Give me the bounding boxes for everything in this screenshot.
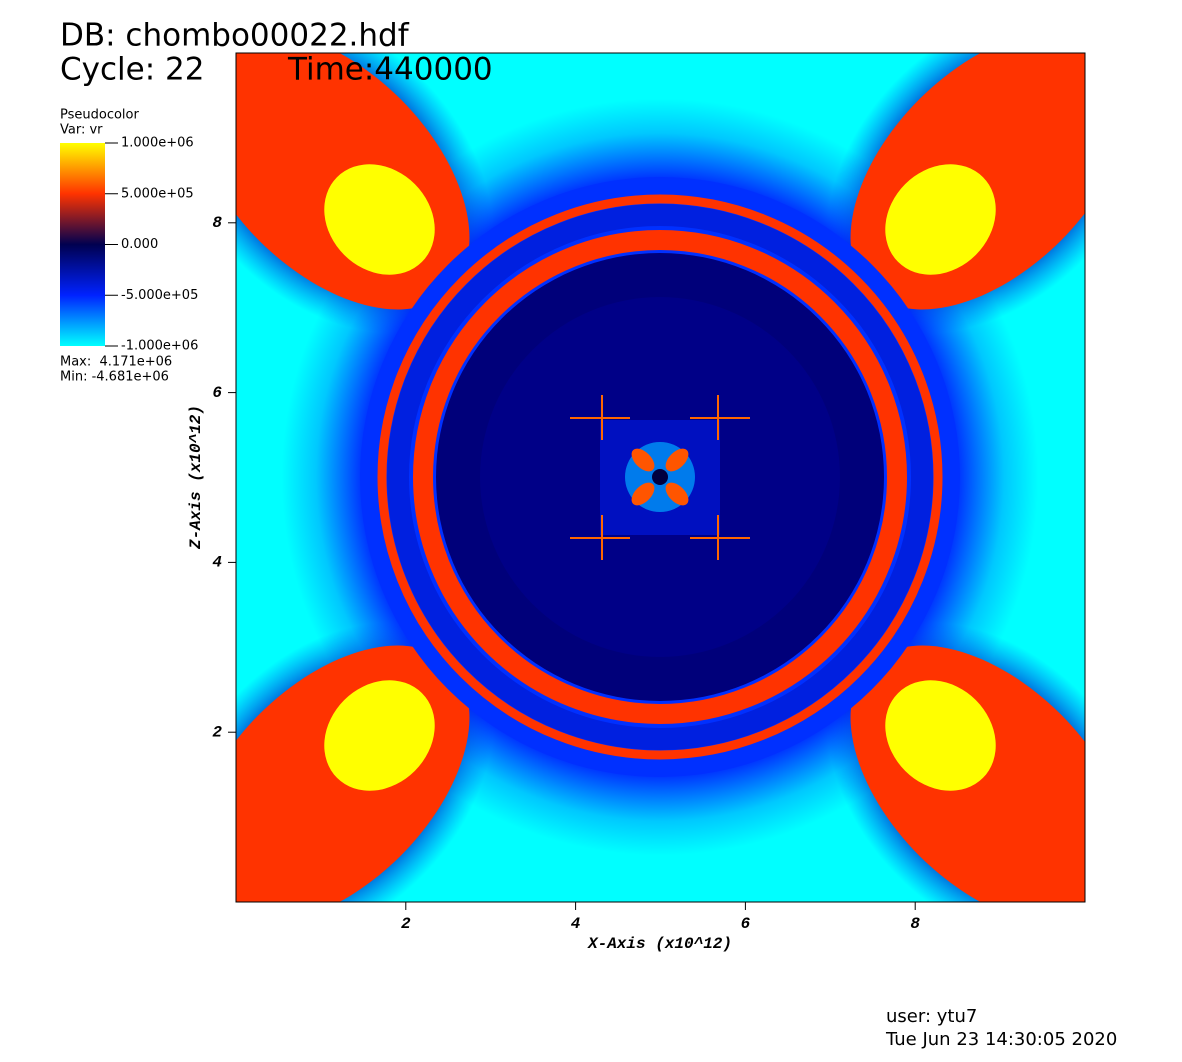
x-tick-label: 8: [910, 915, 920, 933]
legend-variable: Var: vr: [60, 123, 103, 138]
timestamp: Tue Jun 23 14:30:05 2020: [885, 1029, 1117, 1050]
colorbar-tick-label: 5.000e+05: [121, 186, 194, 201]
legend-title: Pseudocolor: [60, 108, 139, 123]
y-tick-label: 8: [212, 214, 222, 232]
colorbar-tick-label: 1.000e+06: [121, 136, 194, 151]
time: Time:440000: [287, 52, 493, 88]
legend-min: Min: -4.681e+06: [60, 370, 169, 385]
colorbar-tick-label: -5.000e+05: [121, 288, 198, 303]
x-axis-label: X-Axis (x10^12): [587, 935, 732, 953]
x-tick-label: 2: [401, 915, 411, 933]
database: DB: chombo00022.hdf: [60, 18, 410, 54]
field: [236, 53, 1085, 902]
y-axis-label: Z-Axis (x10^12): [187, 405, 205, 550]
x-tick-label: 6: [741, 915, 751, 933]
y-tick-label: 4: [212, 554, 222, 572]
y-tick-label: 6: [212, 384, 222, 402]
x-tick-label: 4: [571, 915, 581, 933]
y-tick-label: 2: [212, 723, 222, 741]
plot-frame: [235, 52, 1086, 903]
legend-max: Max: 4.171e+06: [60, 355, 172, 370]
colorbar: [60, 143, 105, 346]
colorbar-tick-label: 0.000: [121, 237, 158, 252]
user: user: ytu7: [886, 1006, 977, 1027]
cycle: Cycle: 22: [60, 52, 204, 88]
colorbar-tick-label: -1.000e+06: [121, 339, 198, 354]
